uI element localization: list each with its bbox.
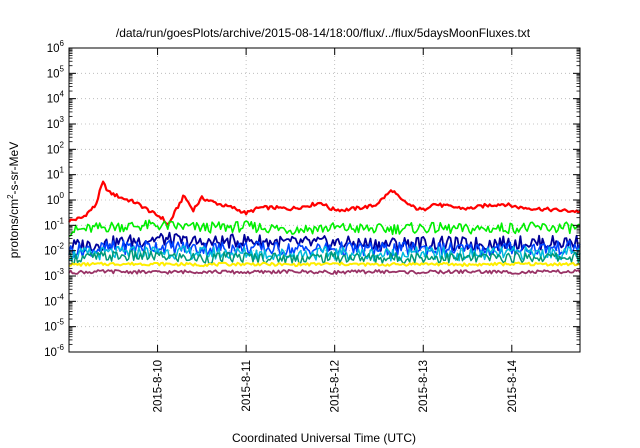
y-tick-label: 105 [47,64,65,80]
y-tick-exponent: 2 [60,140,65,149]
y-tick-label: 106 [47,39,65,55]
y-tick-label: 10-5 [44,318,64,334]
y-tick-label: 10-6 [44,343,64,359]
y-tick-base: 10 [47,195,60,207]
series-line-8 [68,269,581,275]
y-tick-exponent: 0 [60,191,65,200]
y-tick-exponent: 3 [60,115,65,124]
x-tick-label: 2015-8-11 [241,360,253,412]
y-tick-exponent: -6 [57,343,65,352]
y-tick-exponent: -5 [57,318,65,327]
y-tick-base: 10 [47,170,60,182]
y-tick-label: 100 [47,191,65,207]
y-tick-base: 10 [44,347,57,359]
y-axis-label-unit: protons/cm [7,199,21,258]
y-tick-label: 10-2 [44,242,64,258]
y-tick-base: 10 [44,296,57,308]
x-tick-label: 2015-8-14 [507,359,519,412]
y-tick-exponent: 4 [60,90,65,99]
x-tick-label: 2015-8-13 [418,360,430,412]
y-tick-base: 10 [47,119,60,131]
y-tick-exponent: -2 [57,242,65,251]
x-axis: 2015-8-10 2015-8-11 2015-8-12 2015-8-13 2015… [153,48,519,412]
y-tick-label: 103 [47,115,65,131]
y-axis-label: protons/cm2-s-sr-MeV [6,142,21,258]
y-tick-base: 10 [47,43,60,55]
y-tick-label: 10-3 [44,267,64,283]
series-line-1 [68,180,581,226]
series-group [68,180,581,275]
y-tick-base: 10 [44,271,57,283]
y-tick-base: 10 [44,322,57,334]
y-tick-base: 10 [47,68,60,80]
x-tick-label: 2015-8-10 [153,360,165,412]
y-axis-label-power: 2 [6,194,15,199]
y-tick-label: 101 [47,166,65,182]
y-tick-base: 10 [47,94,60,106]
series-line-7 [69,261,581,268]
series-line-3 [68,231,581,253]
x-axis-label: Coordinated Universal Time (UTC) [232,431,416,445]
chart-title: /data/run/goesPlots/archive/2015-08-14/1… [116,26,531,40]
y-axis-label-rest: -s-sr-MeV [7,142,21,195]
y-tick-label: 10-1 [44,216,64,232]
y-tick-exponent: 1 [60,166,65,175]
series-line-5 [68,245,581,262]
grid-lines [69,48,580,352]
y-axis: 10-610-510-410-310-210-11001011021031041… [44,39,580,359]
y-tick-label: 102 [47,140,65,156]
series-line-2 [68,219,581,237]
y-tick-exponent: -1 [57,216,65,225]
y-tick-base: 10 [44,246,57,258]
y-tick-label: 104 [47,90,65,106]
y-tick-exponent: -3 [57,267,65,276]
y-tick-base: 10 [44,220,57,232]
y-tick-exponent: 5 [60,64,65,73]
y-tick-exponent: 6 [60,39,65,48]
y-tick-exponent: -4 [57,292,65,301]
y-tick-base: 10 [47,144,60,156]
y-tick-label: 10-4 [44,292,64,308]
x-tick-label: 2015-8-12 [330,360,342,412]
